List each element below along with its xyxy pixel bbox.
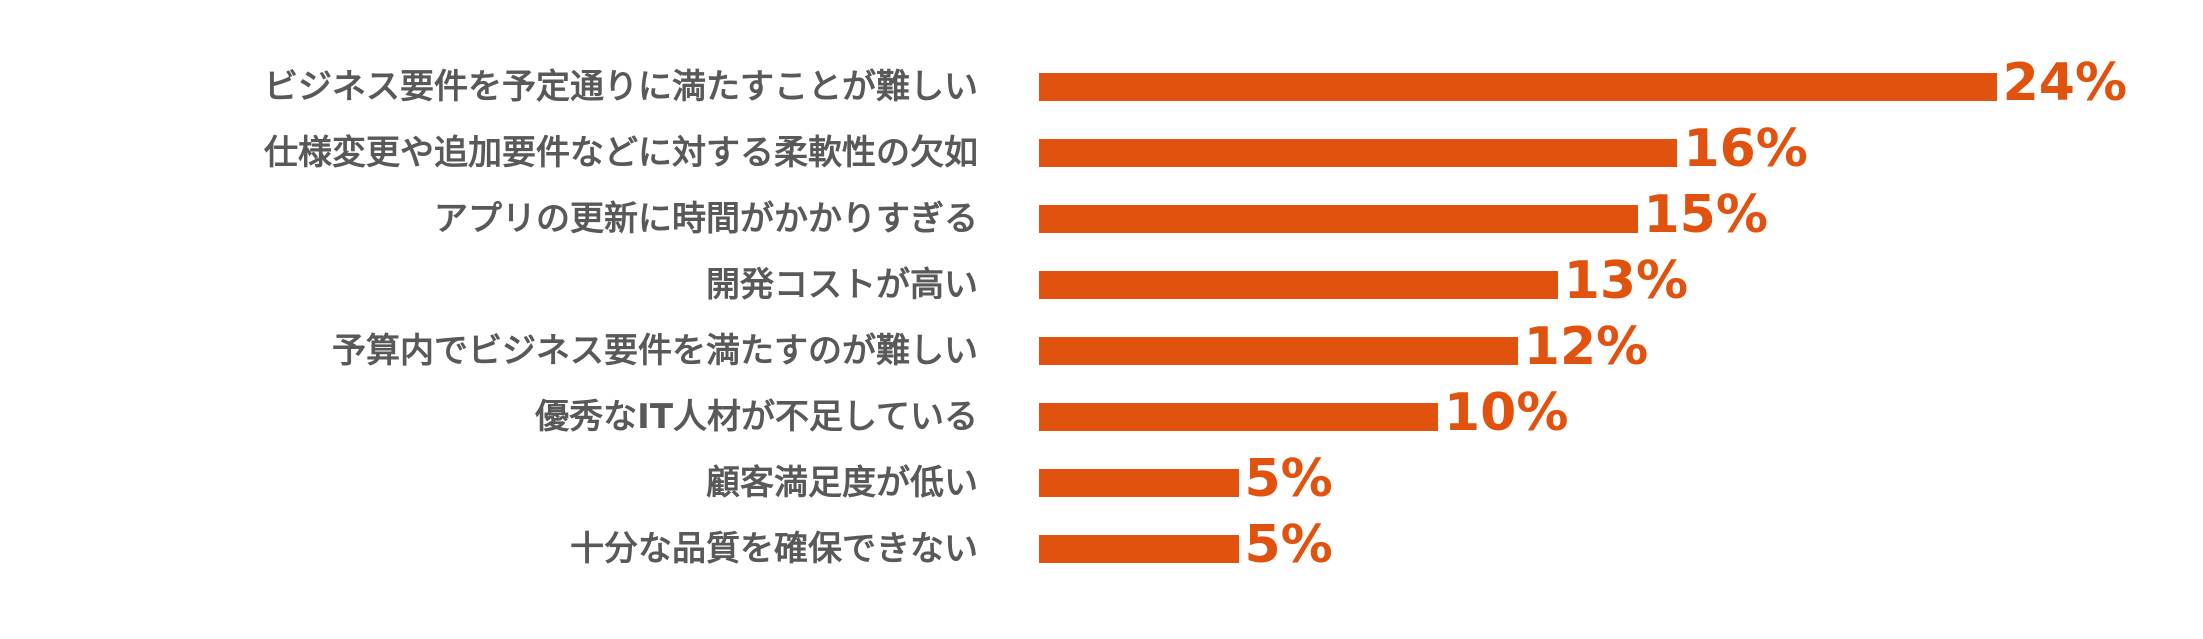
bar [1039,139,1678,167]
value-label: 24% [2002,53,2128,113]
value-label: 10% [1444,383,1569,443]
category-label: 顧客満足度が低い [706,463,978,503]
value-label: 15% [1643,185,1768,245]
bar [1039,271,1558,299]
bar [1039,403,1438,431]
value-label: 12% [1523,317,1649,377]
category-label: 開発コストが高い [706,265,978,305]
value-label: 5% [1244,449,1333,509]
value-label: 5% [1244,515,1333,575]
category-label: ビジネス要件を予定通りに満たすことが難しい [264,67,978,107]
bar [1039,535,1239,563]
category-label: 予算内でビジネス要件を満たすのが難しい [332,331,978,371]
bar [1039,469,1239,497]
category-label: アプリの更新に時間がかかりすぎる [434,199,978,239]
category-label: 仕様変更や追加要件などに対する柔軟性の欠如 [264,133,978,173]
bar [1039,337,1518,365]
category-label: 十分な品質を確保できない [570,529,978,569]
bar [1039,73,1997,101]
bar [1039,205,1638,233]
value-label: 13% [1563,251,1689,311]
category-label: 優秀なIT人材が不足している [535,397,978,437]
value-label: 16% [1683,119,1808,179]
